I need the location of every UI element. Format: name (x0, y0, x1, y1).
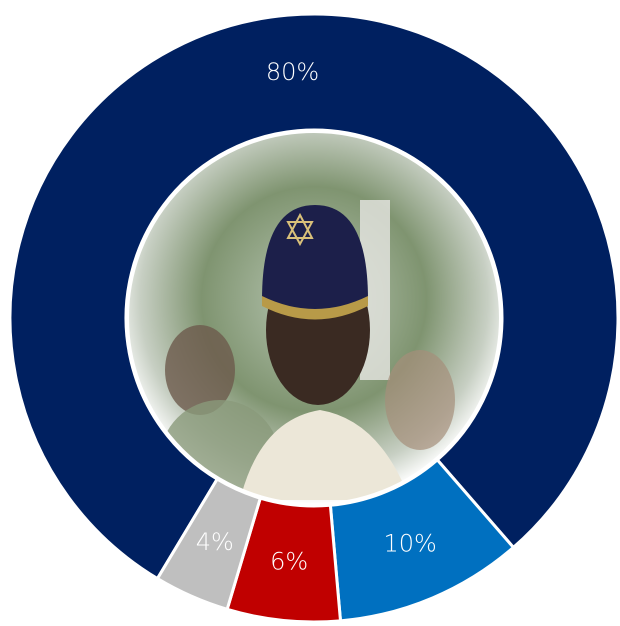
center-photo (128, 132, 500, 504)
photo-border (125, 129, 503, 507)
donut-ring (8, 12, 620, 624)
data-label: 80% (266, 58, 319, 86)
data-label: 10% (383, 529, 436, 557)
data-label: 4% (196, 528, 234, 556)
data-label: 6% (270, 548, 308, 576)
